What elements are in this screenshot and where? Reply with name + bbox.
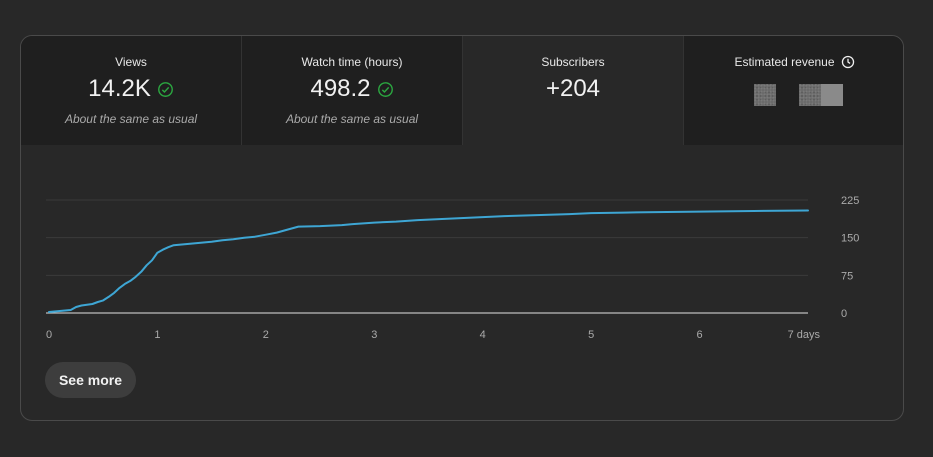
- metric-value-text: 498.2: [310, 75, 371, 102]
- subscribers-line-chart: 0 75 150 225 0 1 2 3 4 5 6 7 days: [46, 195, 859, 341]
- x-tick-label: 1: [154, 329, 160, 341]
- metric-tab-subscribers[interactable]: Subscribers +204: [463, 36, 684, 145]
- metric-title: Watch time (hours): [242, 55, 462, 69]
- subscribers-series-line: [48, 209, 809, 313]
- metric-title-label: Estimated revenue: [734, 55, 835, 69]
- y-tick-label: 150: [841, 233, 859, 245]
- x-tick-label: 7 days: [788, 329, 821, 341]
- y-tick-label: 75: [841, 270, 853, 282]
- check-circle-icon: [157, 81, 173, 97]
- x-tick-label: 4: [480, 329, 486, 341]
- metric-tab-views[interactable]: Views 14.2K About the same as usual: [21, 36, 242, 145]
- redacted-block: [754, 84, 776, 106]
- metric-value-text: +204: [545, 75, 601, 102]
- metric-title: Subscribers: [463, 55, 683, 69]
- metric-tab-estimated-revenue[interactable]: Estimated revenue: [684, 36, 903, 145]
- x-tick-label: 6: [697, 329, 703, 341]
- see-more-button[interactable]: See more: [45, 362, 136, 398]
- redacted-block: [799, 84, 821, 106]
- metric-value: 14.2K: [21, 75, 241, 103]
- metric-title-label: Views: [115, 55, 147, 69]
- analytics-card: Views 14.2K About the same as usual Watc…: [20, 35, 904, 421]
- x-tick-label: 0: [46, 329, 52, 341]
- metric-title: Views: [21, 55, 241, 69]
- clock-icon: [841, 55, 854, 69]
- metric-value: +204: [463, 75, 683, 103]
- y-tick-label: 225: [841, 195, 859, 207]
- redacted-revenue-value: [684, 84, 903, 106]
- metric-comparison: About the same as usual: [64, 112, 198, 126]
- metric-value-text: 14.2K: [88, 75, 151, 102]
- metric-title: Estimated revenue: [684, 55, 903, 69]
- metric-comparison: About the same as usual: [285, 112, 419, 126]
- x-tick-label: 2: [263, 329, 269, 341]
- check-circle-icon: [377, 81, 393, 97]
- redacted-block: [821, 84, 843, 106]
- metric-title-label: Watch time (hours): [301, 55, 403, 69]
- metrics-row: Views 14.2K About the same as usual Watc…: [21, 36, 903, 145]
- x-tick-label: 3: [371, 329, 377, 341]
- x-tick-label: 5: [588, 329, 594, 341]
- y-tick-label: 0: [841, 308, 847, 320]
- metric-value: 498.2: [242, 75, 462, 103]
- metric-title-label: Subscribers: [541, 55, 605, 69]
- metric-tab-watch-time[interactable]: Watch time (hours) 498.2 About the same …: [242, 36, 463, 145]
